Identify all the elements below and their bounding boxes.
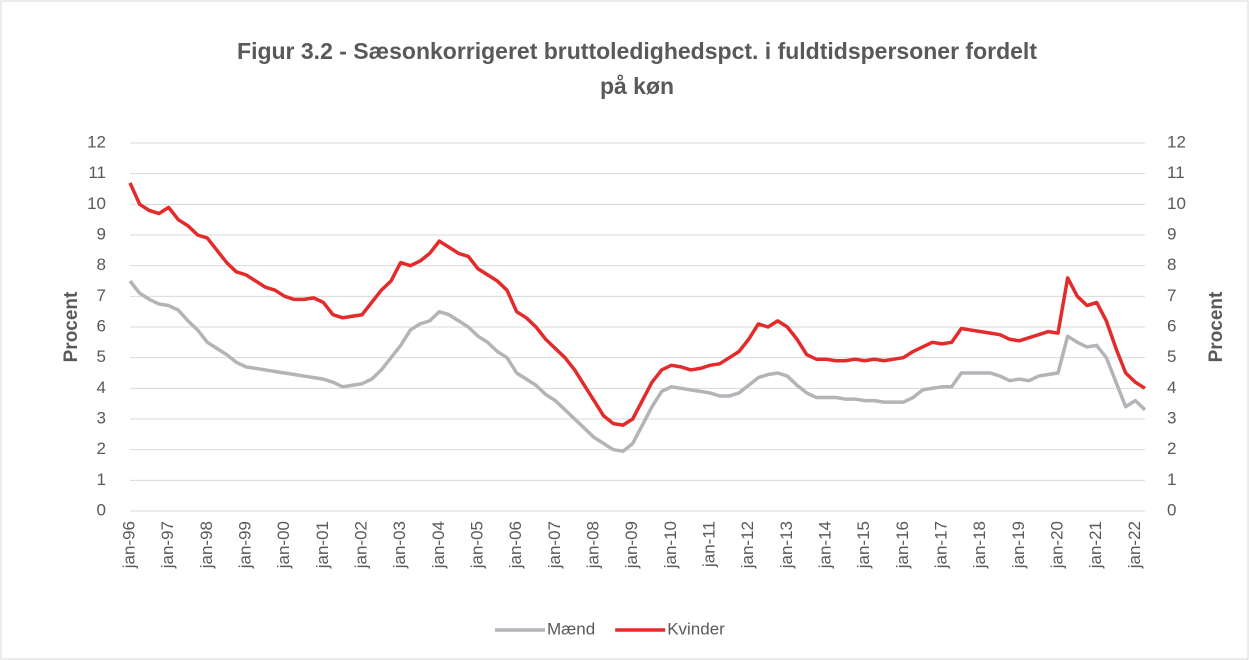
x-tick-label: jan-97 — [158, 521, 177, 569]
x-tick-label: jan-15 — [854, 521, 873, 569]
y-tick-label: 10 — [87, 194, 106, 213]
x-tick-label: jan-11 — [699, 521, 718, 568]
x-tick-label: jan-13 — [777, 521, 796, 569]
x-tick-label: jan-10 — [661, 521, 680, 569]
y-tick-label: 3 — [97, 408, 106, 427]
title-line: på køn — [600, 73, 674, 99]
x-tick-label: jan-01 — [313, 521, 332, 569]
y2-tick-label: 12 — [1167, 132, 1186, 151]
y2-tick-label: 9 — [1167, 224, 1176, 243]
y2-tick-label: 2 — [1167, 439, 1176, 458]
x-tick-label: jan-08 — [583, 521, 602, 569]
y2-tick-label: 0 — [1167, 500, 1176, 519]
x-tick-label: jan-00 — [274, 521, 293, 569]
y2-tick-label: 5 — [1167, 347, 1176, 366]
x-tick-label: jan-04 — [429, 521, 448, 569]
x-tick-label: jan-03 — [390, 521, 409, 569]
chart-title: Figur 3.2 - Sæsonkorrigeret bruttoledigh… — [237, 38, 1037, 99]
y-tick-label: 2 — [97, 439, 106, 458]
y-tick-label: 12 — [87, 132, 106, 151]
x-tick-label: jan-99 — [235, 521, 254, 569]
title-line: Figur 3.2 - Sæsonkorrigeret bruttoledigh… — [237, 38, 1037, 64]
x-tick-label: jan-07 — [545, 521, 564, 569]
y2-tick-label: 1 — [1167, 470, 1176, 489]
x-tick-label: jan-17 — [931, 521, 950, 569]
legend-label: Mænd — [547, 619, 595, 638]
x-tick-label: jan-22 — [1125, 521, 1144, 569]
y2-tick-label: 8 — [1167, 255, 1176, 274]
x-tick-label: jan-20 — [1047, 521, 1066, 569]
y-tick-label: 5 — [97, 347, 106, 366]
y-tick-label: 6 — [97, 316, 106, 335]
y2-tick-label: 10 — [1167, 194, 1186, 213]
x-tick-label: jan-12 — [738, 521, 757, 569]
legend-label: Kvinder — [667, 619, 725, 638]
x-tick-label: jan-19 — [1009, 521, 1028, 569]
y-tick-label: 1 — [97, 470, 106, 489]
x-tick-label: jan-05 — [467, 521, 486, 569]
y-tick-label: 8 — [97, 255, 106, 274]
y-tick-label: 0 — [97, 500, 106, 519]
y2-tick-label: 7 — [1167, 286, 1176, 305]
y2-tick-label: 6 — [1167, 316, 1176, 335]
x-tick-label: jan-06 — [506, 521, 525, 569]
series-line — [128, 279, 1147, 453]
x-tick-label: jan-14 — [815, 521, 834, 569]
x-tick-label: jan-96 — [119, 521, 138, 569]
y2-tick-label: 11 — [1167, 163, 1185, 182]
y-axis-title: Procent — [61, 291, 82, 362]
y2-tick-label: 3 — [1167, 408, 1176, 427]
x-tick-label: jan-18 — [970, 521, 989, 569]
y-tick-label: 7 — [97, 286, 106, 305]
x-tick-label: jan-16 — [893, 521, 912, 569]
y2-tick-label: 4 — [1167, 378, 1176, 397]
x-tick-label: jan-98 — [197, 521, 216, 569]
y2-axis-title: Procent — [1206, 291, 1227, 362]
y-tick-label: 4 — [97, 378, 106, 397]
series-line — [128, 182, 1146, 427]
x-tick-label: jan-09 — [622, 521, 641, 569]
y-tick-label: 11 — [88, 163, 106, 182]
y-tick-label: 9 — [97, 224, 106, 243]
x-tick-label: jan-21 — [1086, 521, 1105, 569]
x-tick-label: jan-02 — [351, 521, 370, 569]
